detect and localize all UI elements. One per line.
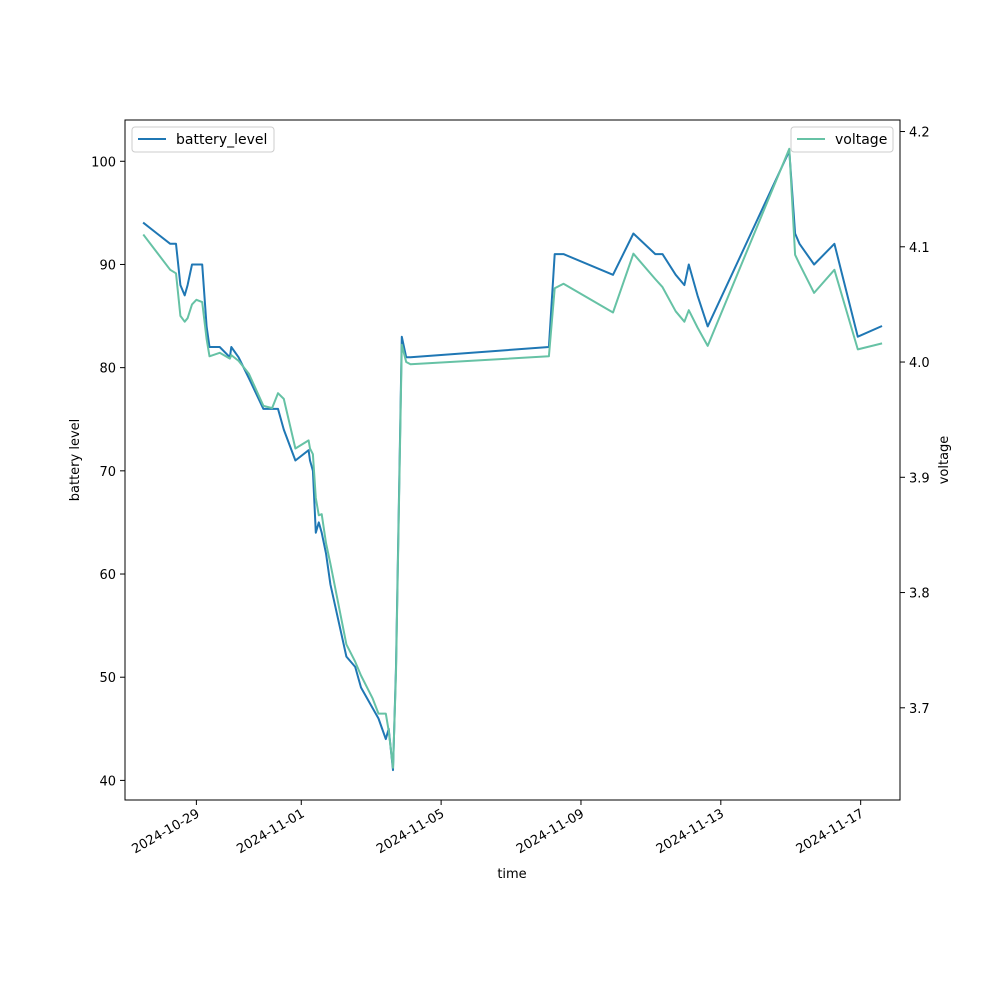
y2-tick-label: 4.2 xyxy=(909,126,930,141)
series-line-battery-level xyxy=(142,150,883,772)
y-tick-label: 80 xyxy=(99,362,116,377)
plot-lines xyxy=(142,147,883,772)
y-tick-label: 90 xyxy=(99,258,116,273)
y2-tick-label: 4.0 xyxy=(909,356,930,371)
legend-battery-level: battery_level xyxy=(131,126,275,153)
legend-voltage: voltage xyxy=(790,126,894,153)
y-tick-label: 100 xyxy=(91,155,116,170)
y2-tick-label: 3.8 xyxy=(909,587,930,602)
y-tick-label: 50 xyxy=(99,671,116,686)
y2-tick-label: 4.1 xyxy=(909,241,930,256)
legend-label-voltage: voltage xyxy=(835,132,887,148)
plot-area-border xyxy=(124,119,901,801)
y2-axis-ticks: 3.7 3.8 3.9 4.0 4.1 4.2 xyxy=(900,126,930,717)
y-tick-label: 70 xyxy=(99,465,116,480)
x-axis-label: time xyxy=(497,867,526,882)
legend-label-battery-level: battery_level xyxy=(176,132,267,148)
y2-tick-label: 3.7 xyxy=(909,702,930,717)
y-axis-ticks: 40 50 60 70 80 90 100 xyxy=(91,155,125,789)
y-tick-label: 60 xyxy=(99,568,116,583)
y2-axis-label: voltage xyxy=(937,436,952,485)
y-axis-label: battery level xyxy=(68,419,83,502)
axes-frame xyxy=(124,119,901,801)
series-line-voltage xyxy=(142,147,883,769)
y2-tick-label: 3.9 xyxy=(909,471,930,486)
y-tick-label: 40 xyxy=(99,774,116,789)
